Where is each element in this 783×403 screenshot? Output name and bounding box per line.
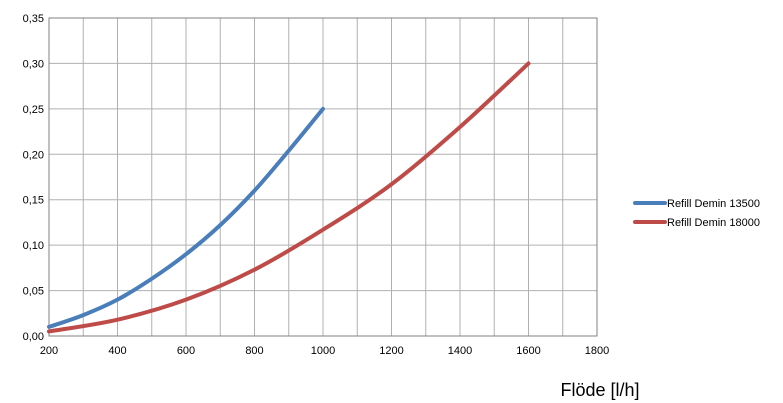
plot-frame (48, 17, 598, 337)
x-tick-label: 800 (245, 345, 263, 357)
legend: Refill Demin 13500 Refill Demin 18000 (633, 198, 760, 229)
legend-label: Refill Demin 13500 (667, 198, 760, 210)
plot-area-border (48, 17, 598, 337)
y-tick-label: 0,20 (23, 149, 44, 161)
x-tick-label: 1800 (585, 345, 609, 357)
y-tick-label: 0,10 (23, 240, 44, 252)
x-axis-ticks: 200 400 600 800 1000 1200 1400 1600 1800 (40, 345, 609, 357)
x-tick-label: 1400 (448, 345, 472, 357)
x-tick-label: 1200 (379, 345, 403, 357)
series-layer (47, 61, 531, 334)
x-axis-label: Flöde [l/h] (560, 380, 639, 400)
y-tick-label: 0,05 (23, 286, 44, 298)
x-tick-label: 1000 (311, 345, 335, 357)
x-tick-label: 200 (40, 345, 58, 357)
series-line-2 (47, 61, 531, 334)
y-tick-label: 0,00 (23, 331, 44, 343)
y-tick-label: 0,30 (23, 58, 44, 70)
y-tick-label: 0,15 (23, 195, 44, 207)
y-tick-label: 0,35 (23, 13, 44, 25)
x-tick-label: 400 (108, 345, 126, 357)
legend-label: Refill Demin 18000 (667, 217, 760, 229)
y-tick-label: 0,25 (23, 104, 44, 116)
x-tick-label: 1600 (516, 345, 540, 357)
grid (48, 17, 598, 337)
x-tick-label: 600 (177, 345, 195, 357)
y-axis-ticks: 0,00 0,05 0,10 0,15 0,20 0,25 0,30 0,35 (23, 13, 44, 343)
series-line-1 (47, 106, 325, 329)
